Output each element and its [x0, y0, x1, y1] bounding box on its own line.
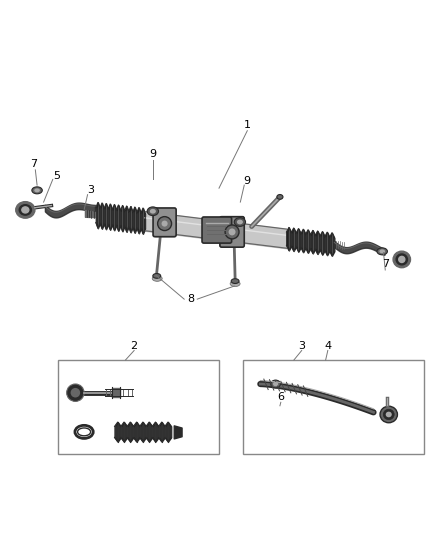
Circle shape: [158, 216, 172, 231]
Ellipse shape: [32, 187, 42, 194]
Text: 1: 1: [244, 120, 251, 130]
Ellipse shape: [399, 256, 405, 262]
Ellipse shape: [230, 281, 240, 287]
Text: 8: 8: [187, 294, 194, 304]
Ellipse shape: [271, 380, 280, 388]
Ellipse shape: [273, 382, 278, 386]
Text: 3: 3: [298, 341, 305, 351]
Bar: [58, 360, 219, 454]
Ellipse shape: [19, 205, 32, 215]
Ellipse shape: [377, 248, 388, 255]
Text: 7: 7: [31, 159, 38, 169]
Circle shape: [71, 388, 80, 398]
Ellipse shape: [34, 188, 40, 192]
Circle shape: [229, 229, 236, 236]
Ellipse shape: [380, 406, 397, 423]
Ellipse shape: [393, 251, 410, 268]
Ellipse shape: [152, 276, 162, 281]
Circle shape: [225, 225, 239, 239]
Circle shape: [162, 221, 168, 227]
Circle shape: [67, 384, 84, 401]
Ellipse shape: [147, 207, 159, 216]
Ellipse shape: [383, 409, 394, 419]
Ellipse shape: [150, 209, 156, 214]
Ellipse shape: [277, 195, 283, 199]
Ellipse shape: [153, 273, 161, 278]
Text: 4: 4: [324, 341, 332, 351]
Text: 2: 2: [131, 341, 138, 351]
FancyBboxPatch shape: [202, 217, 232, 243]
Ellipse shape: [22, 207, 29, 213]
Ellipse shape: [396, 254, 407, 265]
Ellipse shape: [379, 249, 385, 253]
Text: 7: 7: [381, 260, 389, 269]
Text: 6: 6: [277, 392, 284, 402]
Ellipse shape: [16, 201, 35, 218]
Bar: [243, 360, 424, 454]
Text: 9: 9: [149, 149, 156, 159]
Ellipse shape: [234, 217, 246, 227]
Text: 5: 5: [53, 172, 60, 181]
Text: 3: 3: [87, 185, 94, 195]
Ellipse shape: [386, 411, 392, 417]
Ellipse shape: [231, 279, 239, 284]
FancyBboxPatch shape: [153, 208, 176, 237]
FancyBboxPatch shape: [220, 217, 244, 247]
Text: 9: 9: [244, 176, 251, 186]
Ellipse shape: [237, 220, 243, 224]
